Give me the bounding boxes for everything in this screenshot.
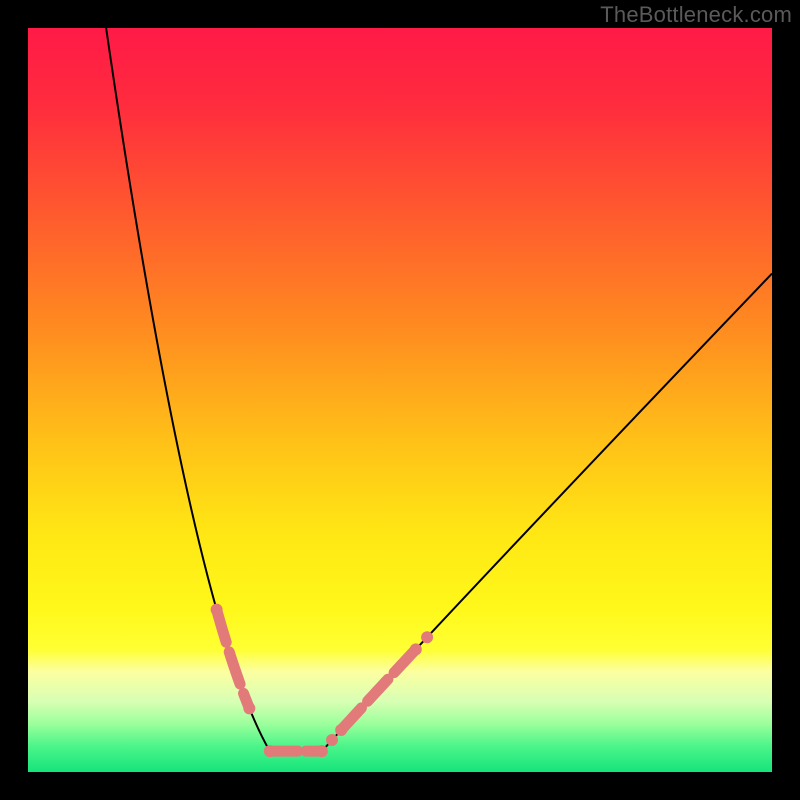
watermark-label: TheBottleneck.com xyxy=(600,2,792,28)
bottleneck-chart xyxy=(0,0,800,800)
chart-frame: TheBottleneck.com xyxy=(0,0,800,800)
